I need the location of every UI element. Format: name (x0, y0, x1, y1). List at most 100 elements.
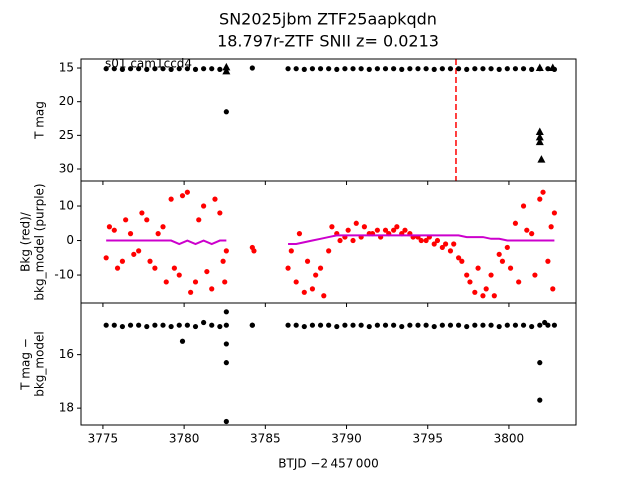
point (520, 66, 527, 72)
axes-frame (80, 180, 577, 304)
point (524, 227, 530, 233)
point (304, 258, 311, 264)
point (496, 251, 502, 257)
axes-frame (80, 302, 577, 426)
point (334, 66, 340, 72)
model-line (106, 234, 555, 246)
point (209, 66, 215, 72)
point (550, 286, 556, 292)
point (442, 241, 449, 247)
point (296, 231, 303, 237)
point (423, 322, 429, 328)
y-tick-label: 30 (59, 162, 74, 176)
y-tick-label: 0 (66, 233, 74, 247)
point (152, 66, 158, 72)
point (136, 66, 142, 72)
point (391, 66, 397, 72)
annotation: s01 cam1ccd4 (105, 57, 192, 71)
point (545, 66, 551, 72)
point (350, 237, 356, 244)
y-tick-label: 18 (59, 401, 74, 415)
point (496, 66, 502, 72)
limit-marker (537, 155, 546, 163)
point (455, 322, 462, 328)
point (301, 323, 307, 330)
point (512, 322, 519, 328)
chart-title: SN2025jbm ZTF25aapkqdn (219, 10, 437, 29)
point (168, 323, 174, 330)
point (160, 66, 166, 72)
point (496, 323, 502, 330)
point (512, 220, 519, 226)
y-axis-label: bkg_model (purple) (33, 183, 47, 300)
axes-frame (80, 58, 577, 182)
point (350, 66, 356, 72)
point (431, 323, 437, 330)
point (152, 265, 158, 271)
point (350, 322, 356, 328)
point (483, 286, 489, 292)
point (504, 244, 510, 251)
point (504, 322, 510, 328)
point (329, 224, 335, 230)
point (176, 66, 182, 72)
point (418, 237, 424, 244)
point (313, 272, 319, 278)
y-tick-label: 10 (59, 199, 74, 213)
point (179, 193, 186, 199)
point (209, 322, 215, 328)
point (529, 66, 535, 72)
point (288, 248, 294, 254)
point (301, 66, 307, 72)
point (192, 66, 199, 72)
point (374, 66, 380, 72)
limit-marker (535, 137, 544, 146)
point (382, 322, 389, 328)
point (309, 286, 316, 292)
point (516, 279, 522, 285)
point (326, 66, 332, 72)
point (423, 66, 429, 72)
point (251, 248, 257, 254)
point (439, 66, 445, 72)
point (545, 258, 551, 264)
point (119, 66, 126, 72)
point (201, 319, 207, 326)
point (507, 265, 514, 271)
point (447, 66, 454, 72)
point (103, 255, 109, 261)
point (520, 203, 527, 209)
point (472, 289, 478, 295)
point (431, 241, 437, 247)
point (551, 210, 558, 216)
point (451, 241, 457, 247)
point (309, 66, 316, 72)
limit-marker (222, 62, 231, 71)
point (223, 109, 229, 115)
point (537, 322, 543, 328)
plot-area (103, 309, 558, 425)
point (114, 265, 121, 271)
point (467, 279, 473, 285)
point (103, 66, 109, 72)
point (542, 319, 548, 326)
point (431, 66, 437, 72)
point (106, 224, 113, 230)
point (480, 322, 486, 328)
x-tick-label: 3785 (250, 432, 281, 446)
point (361, 224, 367, 230)
plot-area (103, 189, 558, 299)
point (537, 397, 543, 403)
y-axis-label: T mag − (19, 338, 33, 391)
point (537, 360, 543, 366)
point (415, 322, 421, 328)
point (334, 323, 340, 330)
point (217, 210, 223, 216)
point (192, 279, 199, 285)
point (537, 196, 543, 202)
point (249, 65, 255, 71)
point (309, 322, 316, 328)
point (111, 227, 117, 233)
point (184, 189, 190, 195)
point (223, 341, 229, 347)
